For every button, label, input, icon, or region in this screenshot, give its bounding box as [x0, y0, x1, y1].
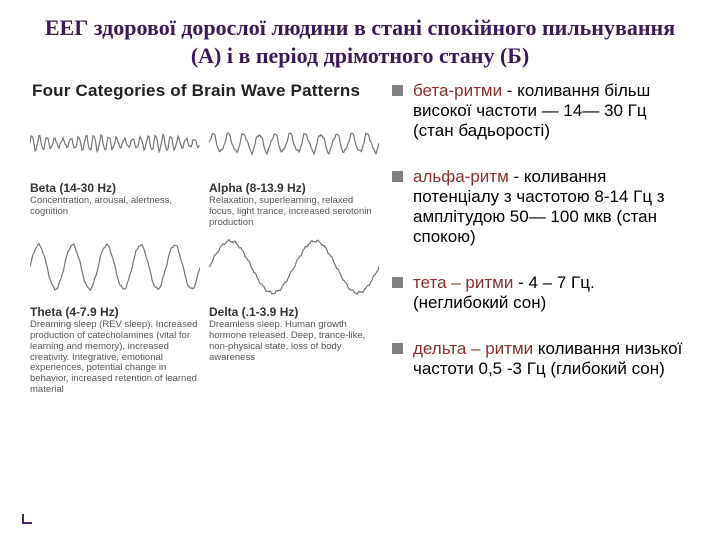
wave-panel: Alpha (8-13.9 Hz)Relaxation, superlearni…: [209, 107, 380, 229]
slide: ЕЕГ здорової дорослої людини в стані спо…: [0, 0, 720, 540]
wave-desc: Dreamless sleep. Human growth hormone re…: [209, 320, 380, 364]
corner-decoration-icon: [22, 514, 32, 524]
wave-label: Beta (14-30 Hz): [30, 181, 201, 195]
brainwave-figure: Four Categories of Brain Wave Patterns B…: [30, 81, 380, 406]
wave-label: Theta (4-7.9 Hz): [30, 305, 201, 319]
bullet-term: альфа-ритм: [413, 167, 509, 186]
bullet-item: тета – ритми - 4 – 7 Гц. (неглибокий сон…: [392, 273, 690, 313]
bullet-text: дельта – ритми коливання низької частоти…: [413, 339, 690, 379]
slide-title: ЕЕГ здорової дорослої людини в стані спо…: [30, 14, 690, 69]
figure-heading: Four Categories of Brain Wave Patterns: [32, 81, 380, 101]
bullet-term: бета-ритми: [413, 81, 502, 100]
wave-desc: Dreaming sleep (REV sleep). Increased pr…: [30, 320, 201, 396]
bullet-text: альфа-ритм - коливання потенціалу з част…: [413, 167, 690, 247]
bullet-square-icon: [392, 85, 403, 96]
bullet-square-icon: [392, 277, 403, 288]
wave-grid: Beta (14-30 Hz)Concentration, arousal, a…: [30, 107, 380, 396]
bullet-square-icon: [392, 343, 403, 354]
wave-panel: Beta (14-30 Hz)Concentration, arousal, a…: [30, 107, 201, 229]
wave-desc: Concentration, arousal, alertness, cogni…: [30, 196, 201, 218]
bullet-term: тета – ритми: [413, 273, 513, 292]
bullet-item: дельта – ритми коливання низької частоти…: [392, 339, 690, 379]
wave-label: Delta (.1-3.9 Hz): [209, 305, 380, 319]
wave-label: Alpha (8-13.9 Hz): [209, 181, 380, 195]
bullet-text: бета-ритми - коливання більш високої час…: [413, 81, 690, 141]
bullet-text: тета – ритми - 4 – 7 Гц. (неглибокий сон…: [413, 273, 690, 313]
bullet-item: альфа-ритм - коливання потенціалу з част…: [392, 167, 690, 247]
wave-panel: Theta (4-7.9 Hz)Dreaming sleep (REV slee…: [30, 231, 201, 396]
bullet-square-icon: [392, 171, 403, 182]
bullet-item: бета-ритми - коливання більш високої час…: [392, 81, 690, 141]
wave-desc: Relaxation, superlearning, relaxed focus…: [209, 196, 380, 229]
wave-panel: Delta (.1-3.9 Hz)Dreamless sleep. Human …: [209, 231, 380, 396]
content-row: Four Categories of Brain Wave Patterns B…: [30, 81, 690, 406]
bullet-list: бета-ритми - коливання більш високої час…: [392, 81, 690, 406]
bullet-term: дельта – ритми: [413, 339, 533, 358]
